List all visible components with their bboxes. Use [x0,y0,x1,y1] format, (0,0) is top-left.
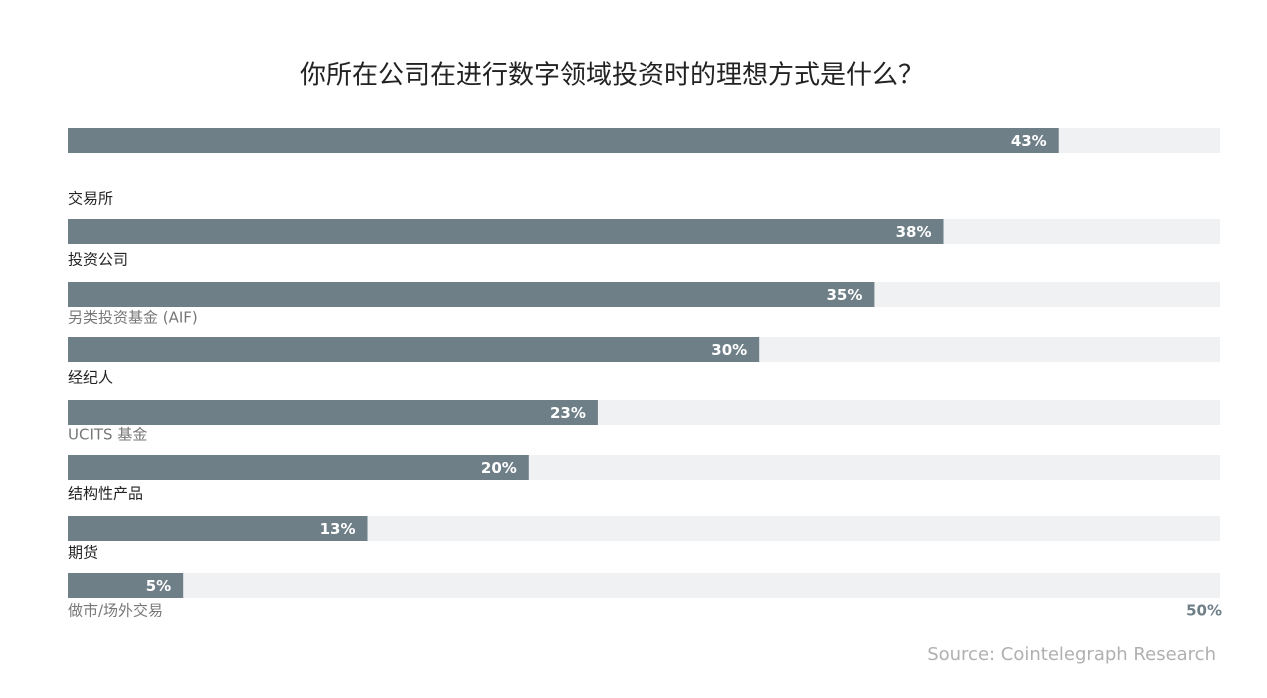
bar-track [68,573,1220,598]
bar [68,400,598,425]
category-label: 交易所 [68,190,113,208]
category-label: 结构性产品 [68,485,143,503]
value-label: 35% [826,286,862,304]
x-tick-label: 50% [1186,602,1222,620]
bar [68,219,944,244]
value-label: 20% [481,459,517,477]
value-label: 43% [1011,132,1047,150]
chart-title: 你所在公司在进行数字领域投资时的理想方式是什么？ [300,61,924,91]
value-label: 23% [550,404,586,422]
value-label: 30% [711,341,747,359]
bar [68,337,760,362]
category-label: 另类投资基金 (AIF) [68,309,198,327]
category-label: 经纪人 [68,369,113,387]
bar [68,282,875,307]
bar [68,455,529,480]
category-label: UCITS 基金 [68,426,147,444]
value-label: 38% [896,223,932,241]
bar [68,128,1059,153]
source: Source: Cointelegraph Research [927,644,1216,665]
category-label: 投资公司 [68,251,128,269]
category-label: 期货 [68,544,98,562]
category-label: 做市/场外交易 [68,602,163,620]
value-label: 13% [320,520,356,538]
bar [68,573,184,598]
value-label: 5% [146,577,171,595]
bar [68,516,368,541]
